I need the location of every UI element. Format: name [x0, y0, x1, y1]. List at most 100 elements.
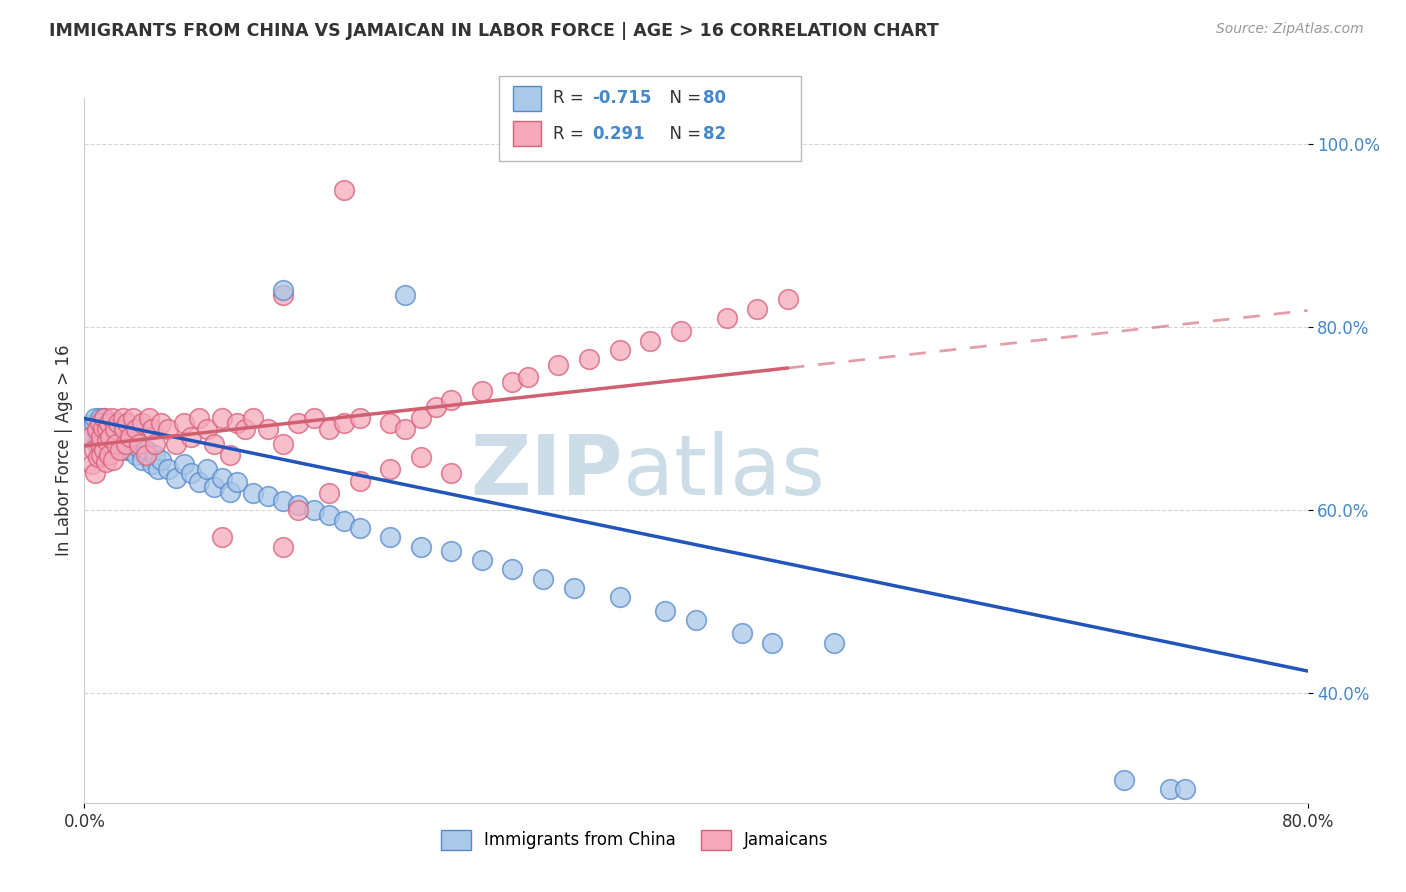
Point — [87, 450, 110, 464]
Point — [165, 437, 187, 451]
Point — [202, 480, 225, 494]
Point — [349, 474, 371, 488]
Point — [218, 448, 240, 462]
Point — [120, 430, 142, 444]
Point — [333, 514, 356, 528]
Point — [471, 553, 494, 567]
Point — [318, 508, 340, 522]
Text: Source: ZipAtlas.com: Source: ZipAtlas.com — [1216, 22, 1364, 37]
Point — [180, 430, 202, 444]
Point — [103, 420, 125, 434]
Point — [318, 422, 340, 436]
Point — [97, 425, 120, 439]
Point — [135, 443, 157, 458]
Point — [143, 448, 166, 462]
Point — [165, 471, 187, 485]
Point — [149, 416, 172, 430]
Point — [257, 489, 280, 503]
Point — [394, 422, 416, 436]
Point — [202, 437, 225, 451]
Point — [716, 310, 738, 325]
Point — [747, 301, 769, 316]
Point — [211, 471, 233, 485]
Point — [409, 540, 432, 554]
Point — [761, 635, 783, 649]
Point — [195, 462, 218, 476]
Point — [122, 432, 145, 446]
Point — [242, 411, 264, 425]
Point — [122, 411, 145, 425]
Point — [91, 416, 114, 430]
Point — [93, 425, 115, 439]
Point — [823, 635, 845, 649]
Point — [97, 448, 120, 462]
Point — [91, 420, 114, 434]
Point — [115, 416, 138, 430]
Point — [547, 359, 569, 373]
Text: 80: 80 — [703, 89, 725, 107]
Point — [609, 590, 631, 604]
Point — [669, 325, 692, 339]
Point — [128, 437, 150, 451]
Point — [89, 411, 111, 425]
Point — [104, 439, 127, 453]
Point — [180, 467, 202, 481]
Point — [98, 430, 121, 444]
Point — [409, 411, 432, 425]
Point — [98, 441, 121, 455]
Point — [173, 416, 195, 430]
Point — [93, 411, 115, 425]
Point — [86, 422, 108, 436]
Point — [110, 430, 132, 444]
Text: R =: R = — [553, 125, 593, 143]
Point — [90, 448, 112, 462]
Text: N =: N = — [659, 125, 707, 143]
Point — [120, 437, 142, 451]
Point — [93, 443, 115, 458]
Point — [226, 475, 249, 490]
Point — [380, 462, 402, 476]
Point — [271, 540, 294, 554]
Point — [195, 422, 218, 436]
Point — [94, 420, 117, 434]
Point — [125, 448, 148, 462]
Point — [440, 467, 463, 481]
Point — [380, 530, 402, 544]
Point — [79, 430, 101, 444]
Point — [257, 422, 280, 436]
Point — [271, 288, 294, 302]
Point — [105, 437, 128, 451]
Point — [94, 437, 117, 451]
Text: R =: R = — [553, 89, 589, 107]
Point — [94, 455, 117, 469]
Point — [89, 416, 111, 430]
Point — [1159, 782, 1181, 797]
Point — [135, 448, 157, 462]
Point — [440, 544, 463, 558]
Point — [96, 422, 118, 436]
Point — [333, 416, 356, 430]
Point — [233, 422, 256, 436]
Point — [121, 443, 143, 458]
Point — [83, 416, 105, 430]
Point — [91, 441, 114, 455]
Point — [131, 416, 153, 430]
Point — [731, 626, 754, 640]
Point — [516, 370, 538, 384]
Point — [90, 430, 112, 444]
Point — [96, 430, 118, 444]
Point — [114, 443, 136, 458]
Point — [502, 375, 524, 389]
Point — [349, 521, 371, 535]
Point — [101, 432, 124, 446]
Point — [86, 437, 108, 451]
Point — [104, 422, 127, 436]
Point — [84, 467, 107, 481]
Point — [96, 434, 118, 449]
Point — [318, 486, 340, 500]
Point — [138, 450, 160, 464]
Point — [80, 430, 103, 444]
Point — [146, 462, 169, 476]
Point — [83, 443, 105, 458]
Point — [86, 425, 108, 439]
